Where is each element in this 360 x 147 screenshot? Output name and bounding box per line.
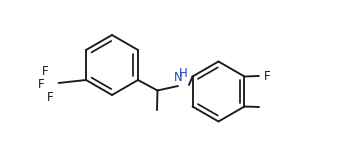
Text: F: F (38, 77, 44, 91)
Text: H: H (179, 67, 187, 80)
Text: F: F (42, 65, 49, 78)
Text: N: N (174, 71, 183, 83)
Text: F: F (47, 91, 54, 104)
Text: F: F (264, 70, 270, 82)
